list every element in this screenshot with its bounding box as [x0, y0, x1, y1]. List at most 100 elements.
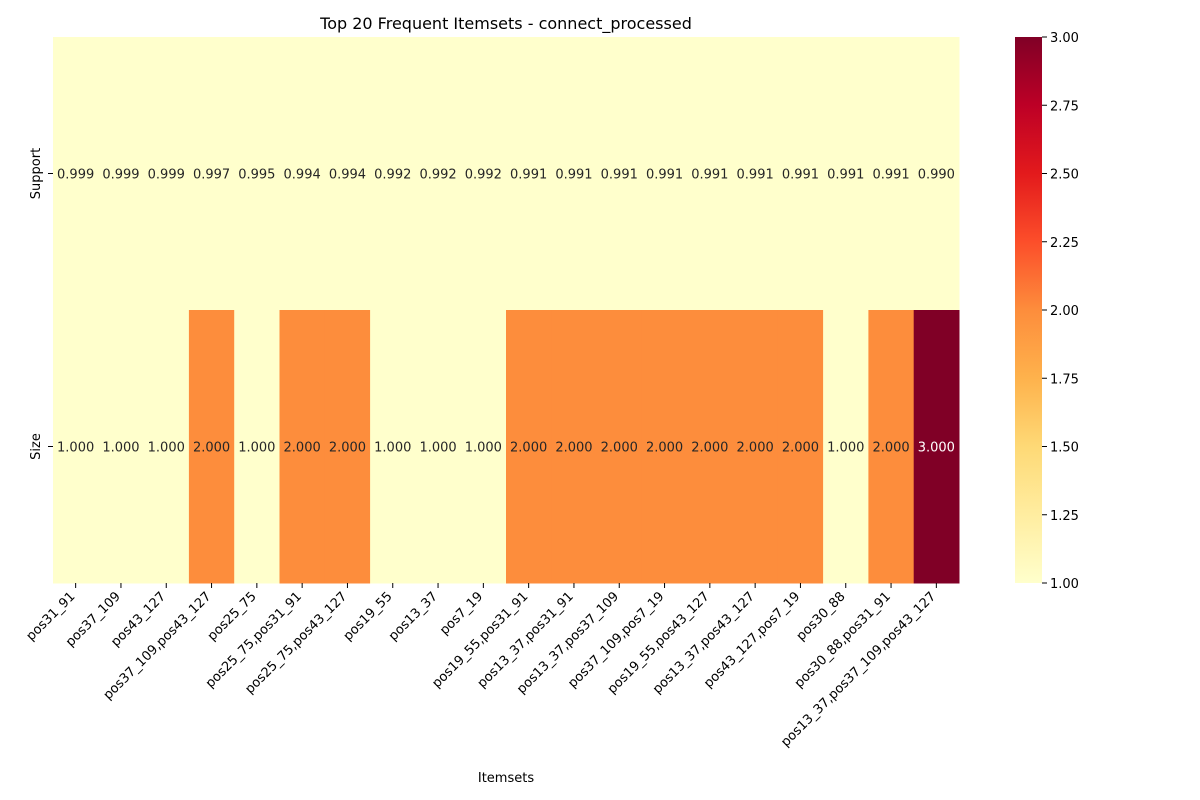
- heatmap-cell: [732, 310, 779, 584]
- cell-value-label: 0.992: [465, 168, 502, 183]
- cell-value-label: 1.000: [238, 441, 275, 456]
- heatmap-cell: [551, 310, 598, 584]
- cell-value-label: 2.000: [329, 441, 366, 456]
- cell-value-label: 2.000: [510, 441, 547, 456]
- cell-value-label: 0.991: [827, 168, 864, 183]
- cell-value-label: 0.999: [102, 168, 139, 183]
- cell-value-label: 0.991: [872, 168, 909, 183]
- cell-value-label: 0.991: [737, 168, 774, 183]
- cell-value-label: 1.000: [148, 441, 185, 456]
- heatmap-cell: [234, 37, 280, 311]
- heatmap-cell: [868, 310, 915, 584]
- heatmap-cell: [370, 37, 416, 311]
- heatmap-cell: [868, 37, 915, 311]
- heatmap-cell: [143, 310, 190, 584]
- heatmap-cell: [732, 37, 779, 311]
- heatmap-cell: [460, 37, 507, 311]
- heatmap-cell: [777, 310, 824, 584]
- heatmap-cell: [506, 37, 552, 311]
- cell-value-label: 0.994: [284, 168, 321, 183]
- heatmap-cell: [415, 310, 462, 584]
- colorbar-gradient: [1015, 37, 1042, 583]
- cell-value-label: 1.000: [102, 441, 139, 456]
- cell-value-label: 3.000: [918, 441, 955, 456]
- colorbar-tick-label: 2.50: [1050, 168, 1079, 183]
- cell-value-label: 0.995: [238, 168, 275, 183]
- colorbar: 1.00 1.25 1.50 1.75 2.00 2.25 2.50 2.75 3.00: [1015, 31, 1079, 592]
- colorbar-tick-label: 1.75: [1050, 372, 1079, 387]
- cell-value-label: 0.991: [691, 168, 728, 183]
- cell-value-label: 1.000: [419, 441, 456, 456]
- heatmap-cell: [596, 37, 643, 311]
- cell-value-label: 1.000: [827, 441, 864, 456]
- heatmap-cell: [823, 310, 869, 584]
- colorbar-tick-label: 2.00: [1050, 304, 1079, 319]
- heatmap-cell: [279, 310, 326, 584]
- heatmap-cell: [551, 37, 598, 311]
- cell-value-label: 2.000: [691, 441, 728, 456]
- heatmap-cell: [98, 37, 145, 311]
- cell-value-label: 1.000: [57, 441, 94, 456]
- heatmap-cell: [506, 310, 552, 584]
- heatmap-cell: [641, 37, 688, 311]
- colorbar-tick-label: 3.00: [1050, 31, 1079, 46]
- heatmap-cell: [324, 310, 371, 584]
- heatmap-cell: [641, 310, 688, 584]
- cell-value-label: 0.991: [601, 168, 638, 183]
- heatmap-cell: [188, 310, 235, 584]
- colorbar-tick-label: 1.25: [1050, 509, 1079, 524]
- colorbar-tick-label: 1.50: [1050, 441, 1079, 456]
- cell-value-label: 2.000: [284, 441, 321, 456]
- heatmap-cell: [913, 310, 960, 584]
- heatmap-cell: [823, 37, 869, 311]
- heatmap-cell: [234, 310, 280, 584]
- heatmap-cell: [279, 37, 326, 311]
- heatmap-cell: [913, 37, 960, 311]
- cell-value-label: 2.000: [872, 441, 909, 456]
- cell-value-label: 0.991: [510, 168, 547, 183]
- cell-value-label: 2.000: [555, 441, 592, 456]
- cell-value-label: 0.990: [918, 168, 955, 183]
- colorbar-tick-label: 1.00: [1050, 577, 1079, 592]
- y-tick-label: Support: [29, 148, 44, 199]
- chart-title: Top 20 Frequent Itemsets - connect_proce…: [319, 14, 692, 34]
- cell-value-label: 1.000: [465, 441, 502, 456]
- cell-value-label: 0.991: [555, 168, 592, 183]
- y-axis: Support Size: [29, 148, 53, 460]
- cell-value-label: 2.000: [646, 441, 683, 456]
- heatmap-cell: [687, 310, 733, 584]
- colorbar-tick-label: 2.75: [1050, 99, 1079, 114]
- cell-value-label: 2.000: [737, 441, 774, 456]
- cell-value-label: 0.992: [374, 168, 411, 183]
- cell-value-label: 0.994: [329, 168, 366, 183]
- cell-value-label: 2.000: [601, 441, 638, 456]
- heatmap-cells: [53, 37, 960, 584]
- heatmap-cell: [596, 310, 643, 584]
- heatmap-cell: [53, 310, 99, 584]
- cell-value-label: 0.999: [57, 168, 94, 183]
- x-tick-label: pos13_37: [386, 589, 441, 644]
- heatmap-cell: [460, 310, 507, 584]
- cell-value-label: 1.000: [374, 441, 411, 456]
- heatmap-cell: [188, 37, 235, 311]
- y-tick-label: Size: [29, 433, 44, 460]
- x-axis: pos31_91pos37_109pos43_127pos37_109,pos4…: [24, 583, 939, 750]
- heatmap-cell: [777, 37, 824, 311]
- cell-value-label: 0.991: [646, 168, 683, 183]
- cell-value-label: 0.991: [782, 168, 819, 183]
- cell-value-label: 0.992: [419, 168, 456, 183]
- heatmap-cell: [53, 37, 99, 311]
- heatmap-cell-labels: 0.999 0.999 0.999 0.997 0.995 0.994 0.994 0.992…: [57, 168, 955, 456]
- cell-value-label: 0.999: [148, 168, 185, 183]
- cell-value-label: 2.000: [782, 441, 819, 456]
- heatmap-cell: [324, 37, 371, 311]
- colorbar-tick-label: 2.25: [1050, 236, 1079, 251]
- heatmap-cell: [370, 310, 416, 584]
- cell-value-label: 2.000: [193, 441, 230, 456]
- cell-value-label: 0.997: [193, 168, 230, 183]
- heatmap-cell: [687, 37, 733, 311]
- heatmap-cell: [143, 37, 190, 311]
- x-axis-label: Itemsets: [478, 771, 534, 786]
- heatmap-cell: [415, 37, 462, 311]
